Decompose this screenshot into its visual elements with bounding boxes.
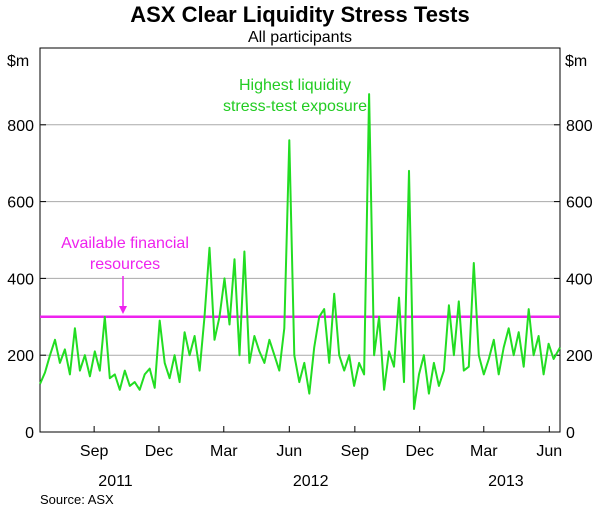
y-tick-label: 800 <box>566 118 593 135</box>
x-tick-label: Mar <box>210 443 238 460</box>
x-tick-label: Jun <box>536 443 562 460</box>
chart-subtitle: All participants <box>248 29 352 46</box>
x-tick-label: Jun <box>276 443 302 460</box>
x-tick-label: Dec <box>405 443 433 460</box>
series-line <box>39 93 561 410</box>
y-tick-label: 800 <box>7 118 34 135</box>
series-label-line2: stress-test exposure <box>223 98 367 115</box>
y-axis-left: 0 200 400 600 800 <box>7 118 46 442</box>
y-tick-label: 200 <box>566 348 593 365</box>
x-tick-label: Dec <box>145 443 173 460</box>
x-axis: Sep Dec Mar Jun Sep Dec Mar Jun 2011 2012 2013 <box>80 426 562 490</box>
y-tick-label: 600 <box>7 195 34 212</box>
y-axis-right-unit: $m <box>565 53 587 70</box>
y-tick-label: 0 <box>25 425 34 442</box>
y-tick-label: 0 <box>566 425 575 442</box>
y-axis-right: 0 200 400 600 800 <box>554 118 593 442</box>
x-tick-label: Sep <box>80 443 109 460</box>
plot-frame <box>39 47 561 433</box>
y-tick-label: 400 <box>7 271 34 288</box>
y-tick-label: 400 <box>566 271 593 288</box>
reference-label-arrow-head <box>119 306 127 314</box>
x-tick-label: Sep <box>341 443 370 460</box>
chart-title: ASX Clear Liquidity Stress Tests <box>130 2 469 27</box>
reference-label-line2: resources <box>90 256 160 273</box>
reference-label-line1: Available financial <box>61 235 189 252</box>
series-label-line1: Highest liquidity <box>239 77 351 94</box>
x-year-label: 2011 <box>98 473 133 490</box>
x-year-label: 2012 <box>293 473 329 490</box>
x-year-label: 2013 <box>488 473 524 490</box>
x-tick-label: Mar <box>470 443 498 460</box>
y-axis-left-unit: $m <box>7 53 29 70</box>
y-tick-label: 200 <box>7 348 34 365</box>
source-note: Source: ASX <box>40 492 114 507</box>
y-tick-label: 600 <box>566 195 593 212</box>
